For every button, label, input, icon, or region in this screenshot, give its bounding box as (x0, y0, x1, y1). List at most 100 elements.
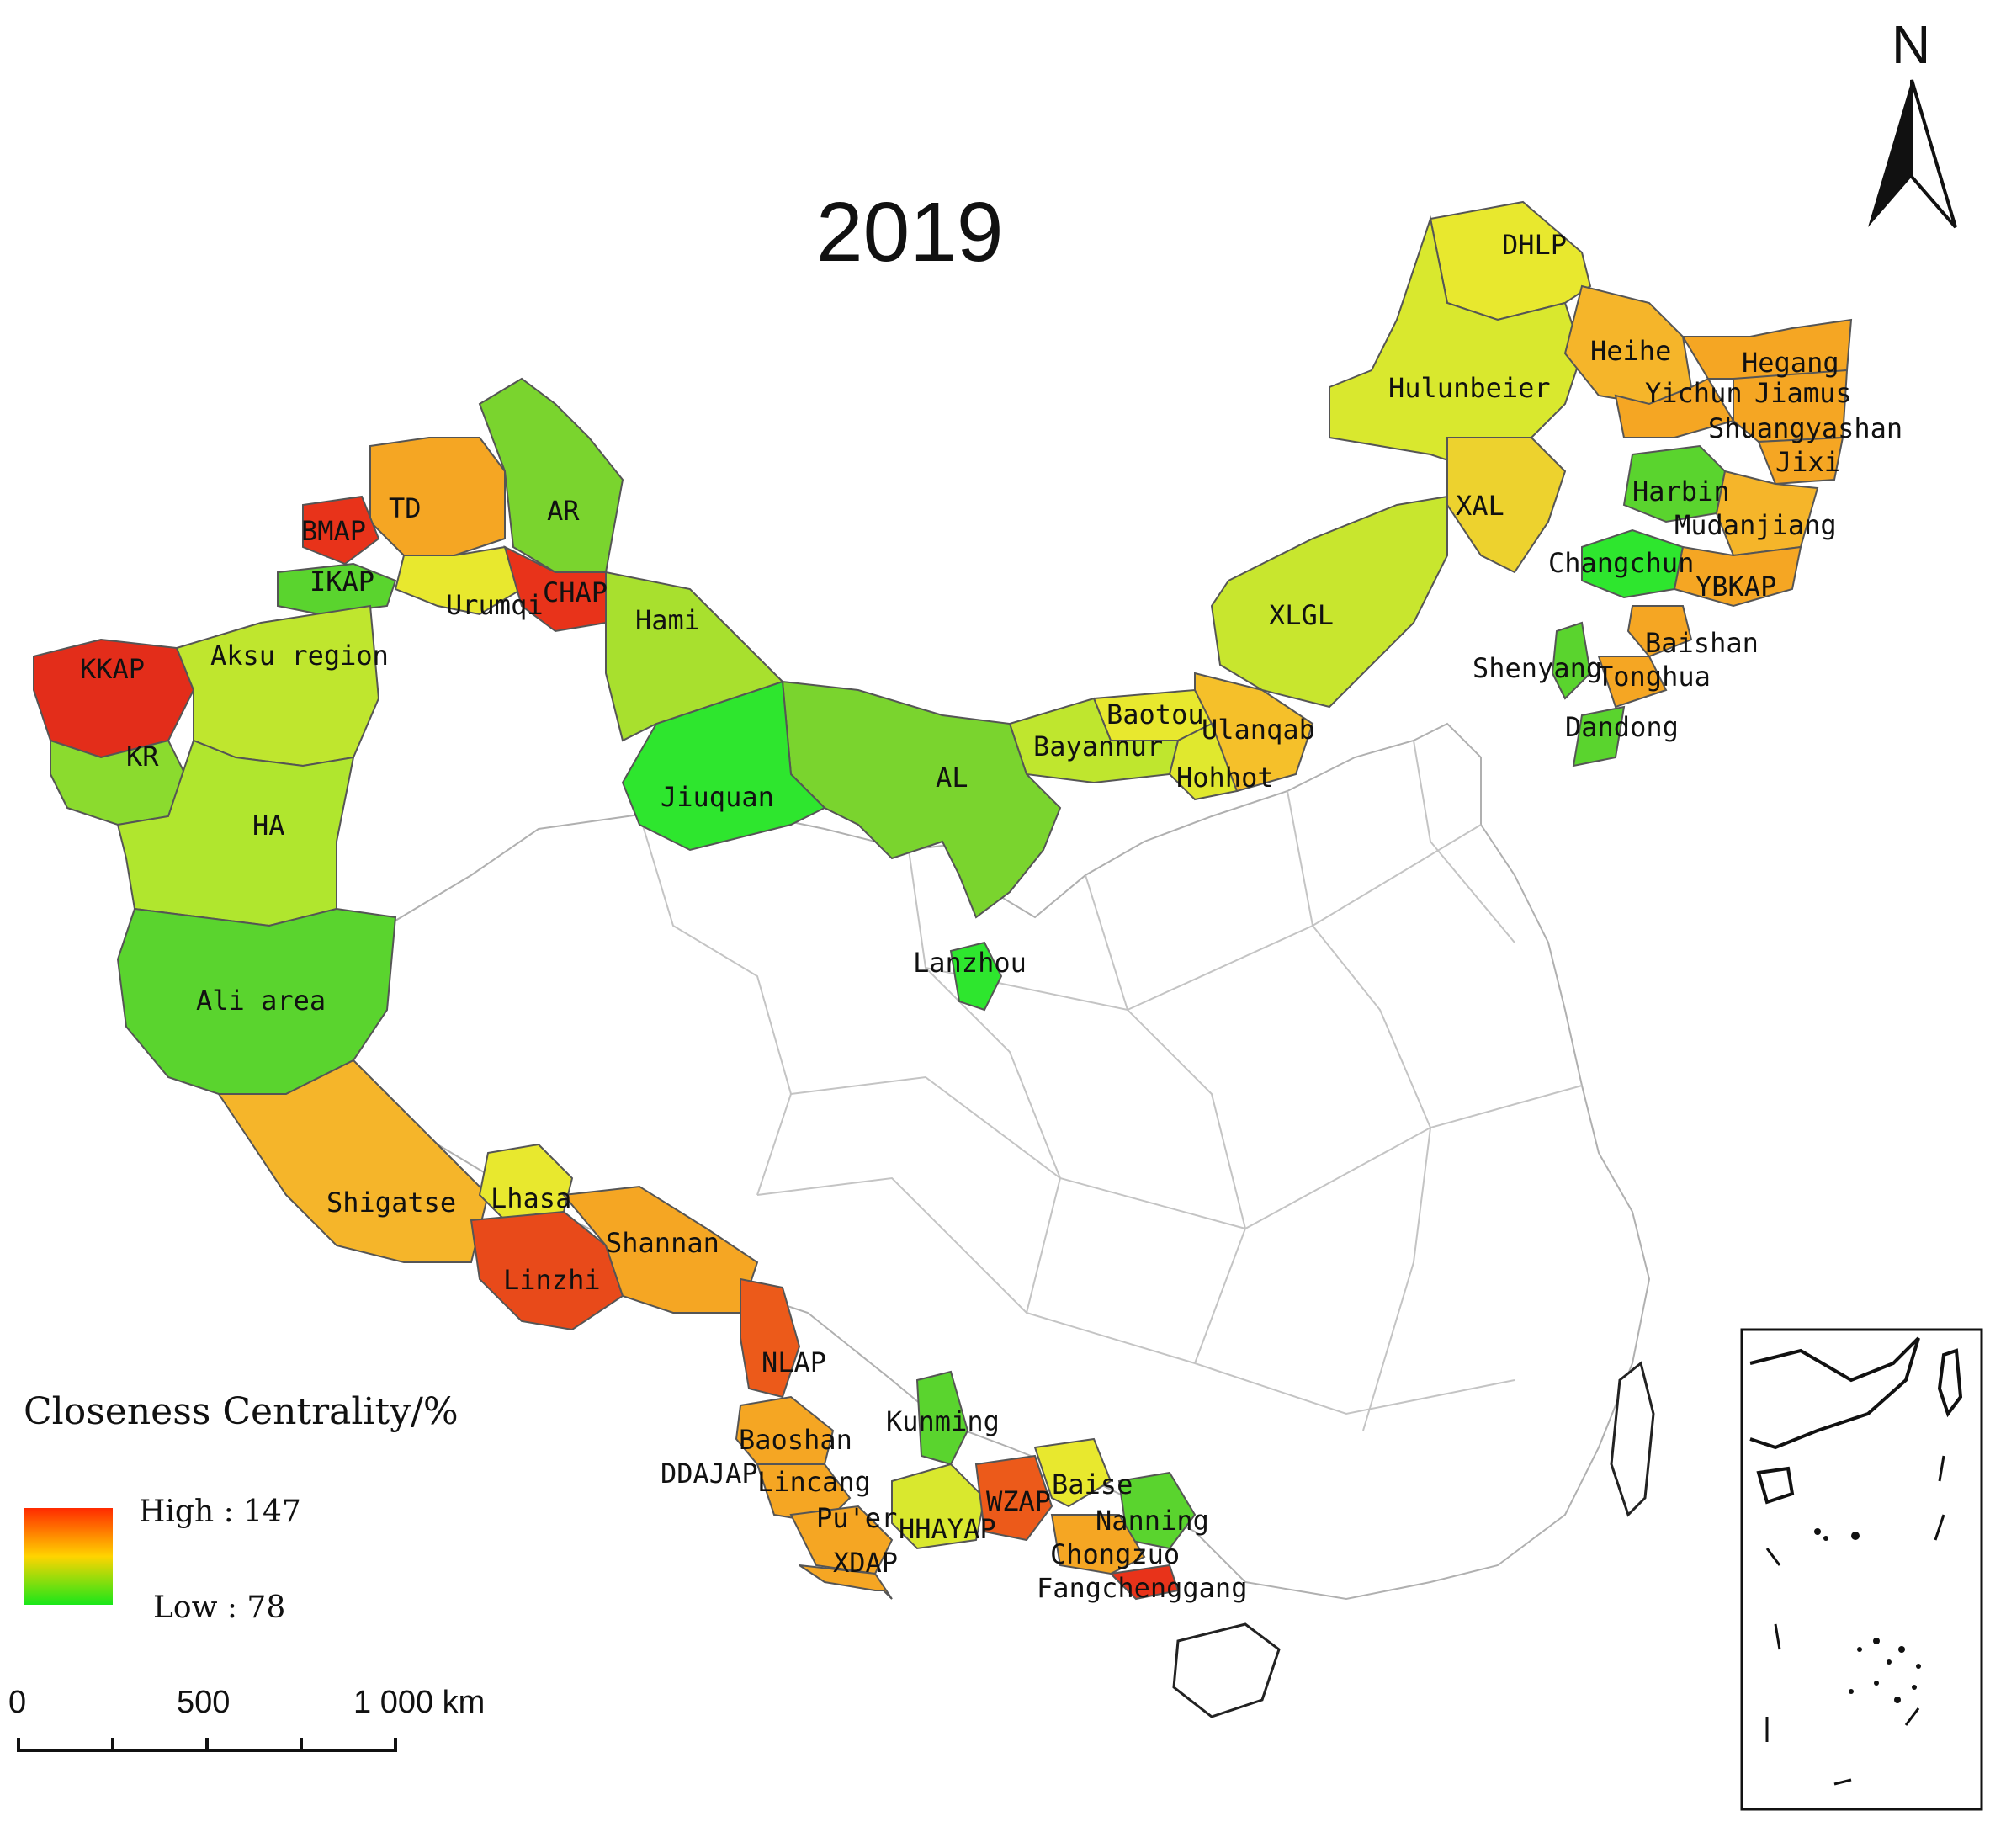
region-xdap (799, 1564, 893, 1600)
label-jixi: Jixi (1775, 446, 1840, 478)
label-hegang: Hegang (1742, 347, 1839, 379)
label-urumqi: Urumqi (446, 589, 544, 621)
region-yichun (1614, 377, 1735, 438)
north-arrow: N (1868, 14, 1957, 229)
region-bayannur (1008, 697, 1180, 784)
legend: Closeness Centrality/% High : 147 Low : … (24, 1390, 459, 1625)
label-shuangyashan: Shuangyashan (1708, 412, 1902, 444)
region-shannan (470, 1210, 624, 1331)
label-xal: XAL (1456, 490, 1504, 522)
legend-color-ramp (24, 1508, 113, 1605)
legend-low-label: Low : 78 (153, 1590, 285, 1625)
south-china-sea-inset (1740, 1328, 1983, 1811)
label-lanzhou: Lanzhou (913, 947, 1027, 979)
region-al (781, 680, 1062, 919)
region-chap (503, 545, 607, 633)
region-tonghua (1597, 656, 1668, 709)
label-jiuquan: Jiuquan (661, 781, 774, 813)
label-ybkap: YBKAP (1695, 571, 1776, 603)
north-arrow-right (1910, 79, 1957, 229)
region-ikap (277, 562, 397, 616)
label-wzap: WZAP (986, 1485, 1051, 1517)
north-arrow-left (1868, 80, 1912, 227)
label-ali: Ali area (196, 985, 326, 1017)
label-hhayap: HHAYAP (899, 1513, 996, 1545)
region-hami (605, 571, 784, 742)
label-nanning: Nanning (1096, 1505, 1209, 1537)
region-jixi (1757, 436, 1844, 486)
label-hohhot: Hohhot (1176, 762, 1274, 794)
label-mudanjiang: Mudanjiang (1674, 509, 1837, 541)
label-dhlp: DHLP (1502, 229, 1567, 261)
label-al: AL (936, 762, 968, 794)
border-regions (33, 200, 1853, 1601)
inset-taiwan (1937, 1348, 1963, 1418)
scale-label-0: 0 (8, 1685, 26, 1720)
legend-high-label: High : 147 (139, 1495, 301, 1529)
label-linzhi: Shannan (606, 1227, 719, 1259)
label-ddajap: DDAJAP (661, 1458, 758, 1490)
region-td (369, 437, 506, 556)
label-baise: Baise (1052, 1468, 1133, 1500)
region-fangchenggang (1108, 1564, 1180, 1601)
region-puer (789, 1505, 894, 1575)
inset-hainan (1756, 1466, 1795, 1505)
region-baishan (1626, 605, 1693, 658)
label-puer: Pu'er (816, 1502, 897, 1534)
label-lincang: Lincang (757, 1466, 871, 1498)
inset-frame (1740, 1328, 1983, 1811)
region-jiuquan (621, 680, 826, 852)
inset-coastline (1749, 1336, 1920, 1450)
hainan-outline (1172, 1622, 1281, 1718)
label-xlgl: XLGL (1269, 599, 1334, 631)
label-changchun: Changchun (1548, 547, 1694, 579)
region-lanzhou (949, 941, 1003, 1012)
label-baoshan: Baoshan (739, 1424, 852, 1456)
label-fangchenggang: Fangchenggang (1037, 1572, 1247, 1604)
region-xal (1446, 437, 1567, 574)
label-heihe: Heihe (1590, 335, 1671, 367)
label-baotou: Baotou (1106, 698, 1204, 730)
region-labels: DHLP Heihe Hegang Yichun Jiamus Shuangya… (80, 229, 1902, 1604)
label-shannan: Linzhi (503, 1264, 601, 1296)
label-bayannur: Bayannur (1033, 730, 1163, 762)
region-bmap (302, 495, 380, 566)
inset-islands (1814, 1528, 1921, 1703)
region-ar (478, 377, 624, 573)
label-ikap: IKAP (310, 566, 374, 597)
label-kr: KR (126, 741, 159, 773)
label-chap: CHAP (543, 576, 608, 608)
legend-title: Closeness Centrality/% (24, 1390, 459, 1433)
region-baise (1033, 1437, 1112, 1508)
region-hegang (1681, 318, 1853, 380)
label-chongzuo: Chongzuo (1050, 1538, 1180, 1570)
region-ybkap (1673, 545, 1802, 608)
label-hami: Hami (635, 604, 700, 636)
label-harbin: Harbin (1632, 475, 1730, 507)
label-jiamus: Jiamus (1754, 377, 1852, 409)
region-hhayap (891, 1463, 986, 1550)
label-dandong: Dandong (1565, 711, 1679, 743)
region-dhlp (1429, 200, 1592, 321)
region-kr (50, 739, 187, 826)
label-shenyang: Shenyang (1473, 652, 1602, 684)
region-wzap (974, 1454, 1053, 1542)
label-ha: HA (252, 810, 285, 842)
region-dandong (1572, 705, 1626, 767)
scale-bar: 0 500 1 000 km (8, 1685, 485, 1752)
label-shigatse: Shigatse (326, 1187, 456, 1219)
north-label: N (1892, 14, 1930, 75)
map-title: 2019 (816, 185, 1003, 279)
label-ar: AR (547, 495, 580, 527)
region-shenyang (1551, 621, 1592, 700)
region-nlap (740, 1277, 801, 1399)
region-xlgl (1210, 495, 1448, 709)
taiwan-outline (1610, 1361, 1655, 1517)
region-urumqi (394, 545, 523, 616)
label-hulunbeier: Hulunbeier (1388, 372, 1551, 404)
label-baishan: Baishan (1645, 627, 1759, 659)
label-lhasa: Lhasa (491, 1182, 571, 1214)
label-kkap: KKAP (80, 653, 145, 685)
region-kunming (915, 1370, 969, 1466)
